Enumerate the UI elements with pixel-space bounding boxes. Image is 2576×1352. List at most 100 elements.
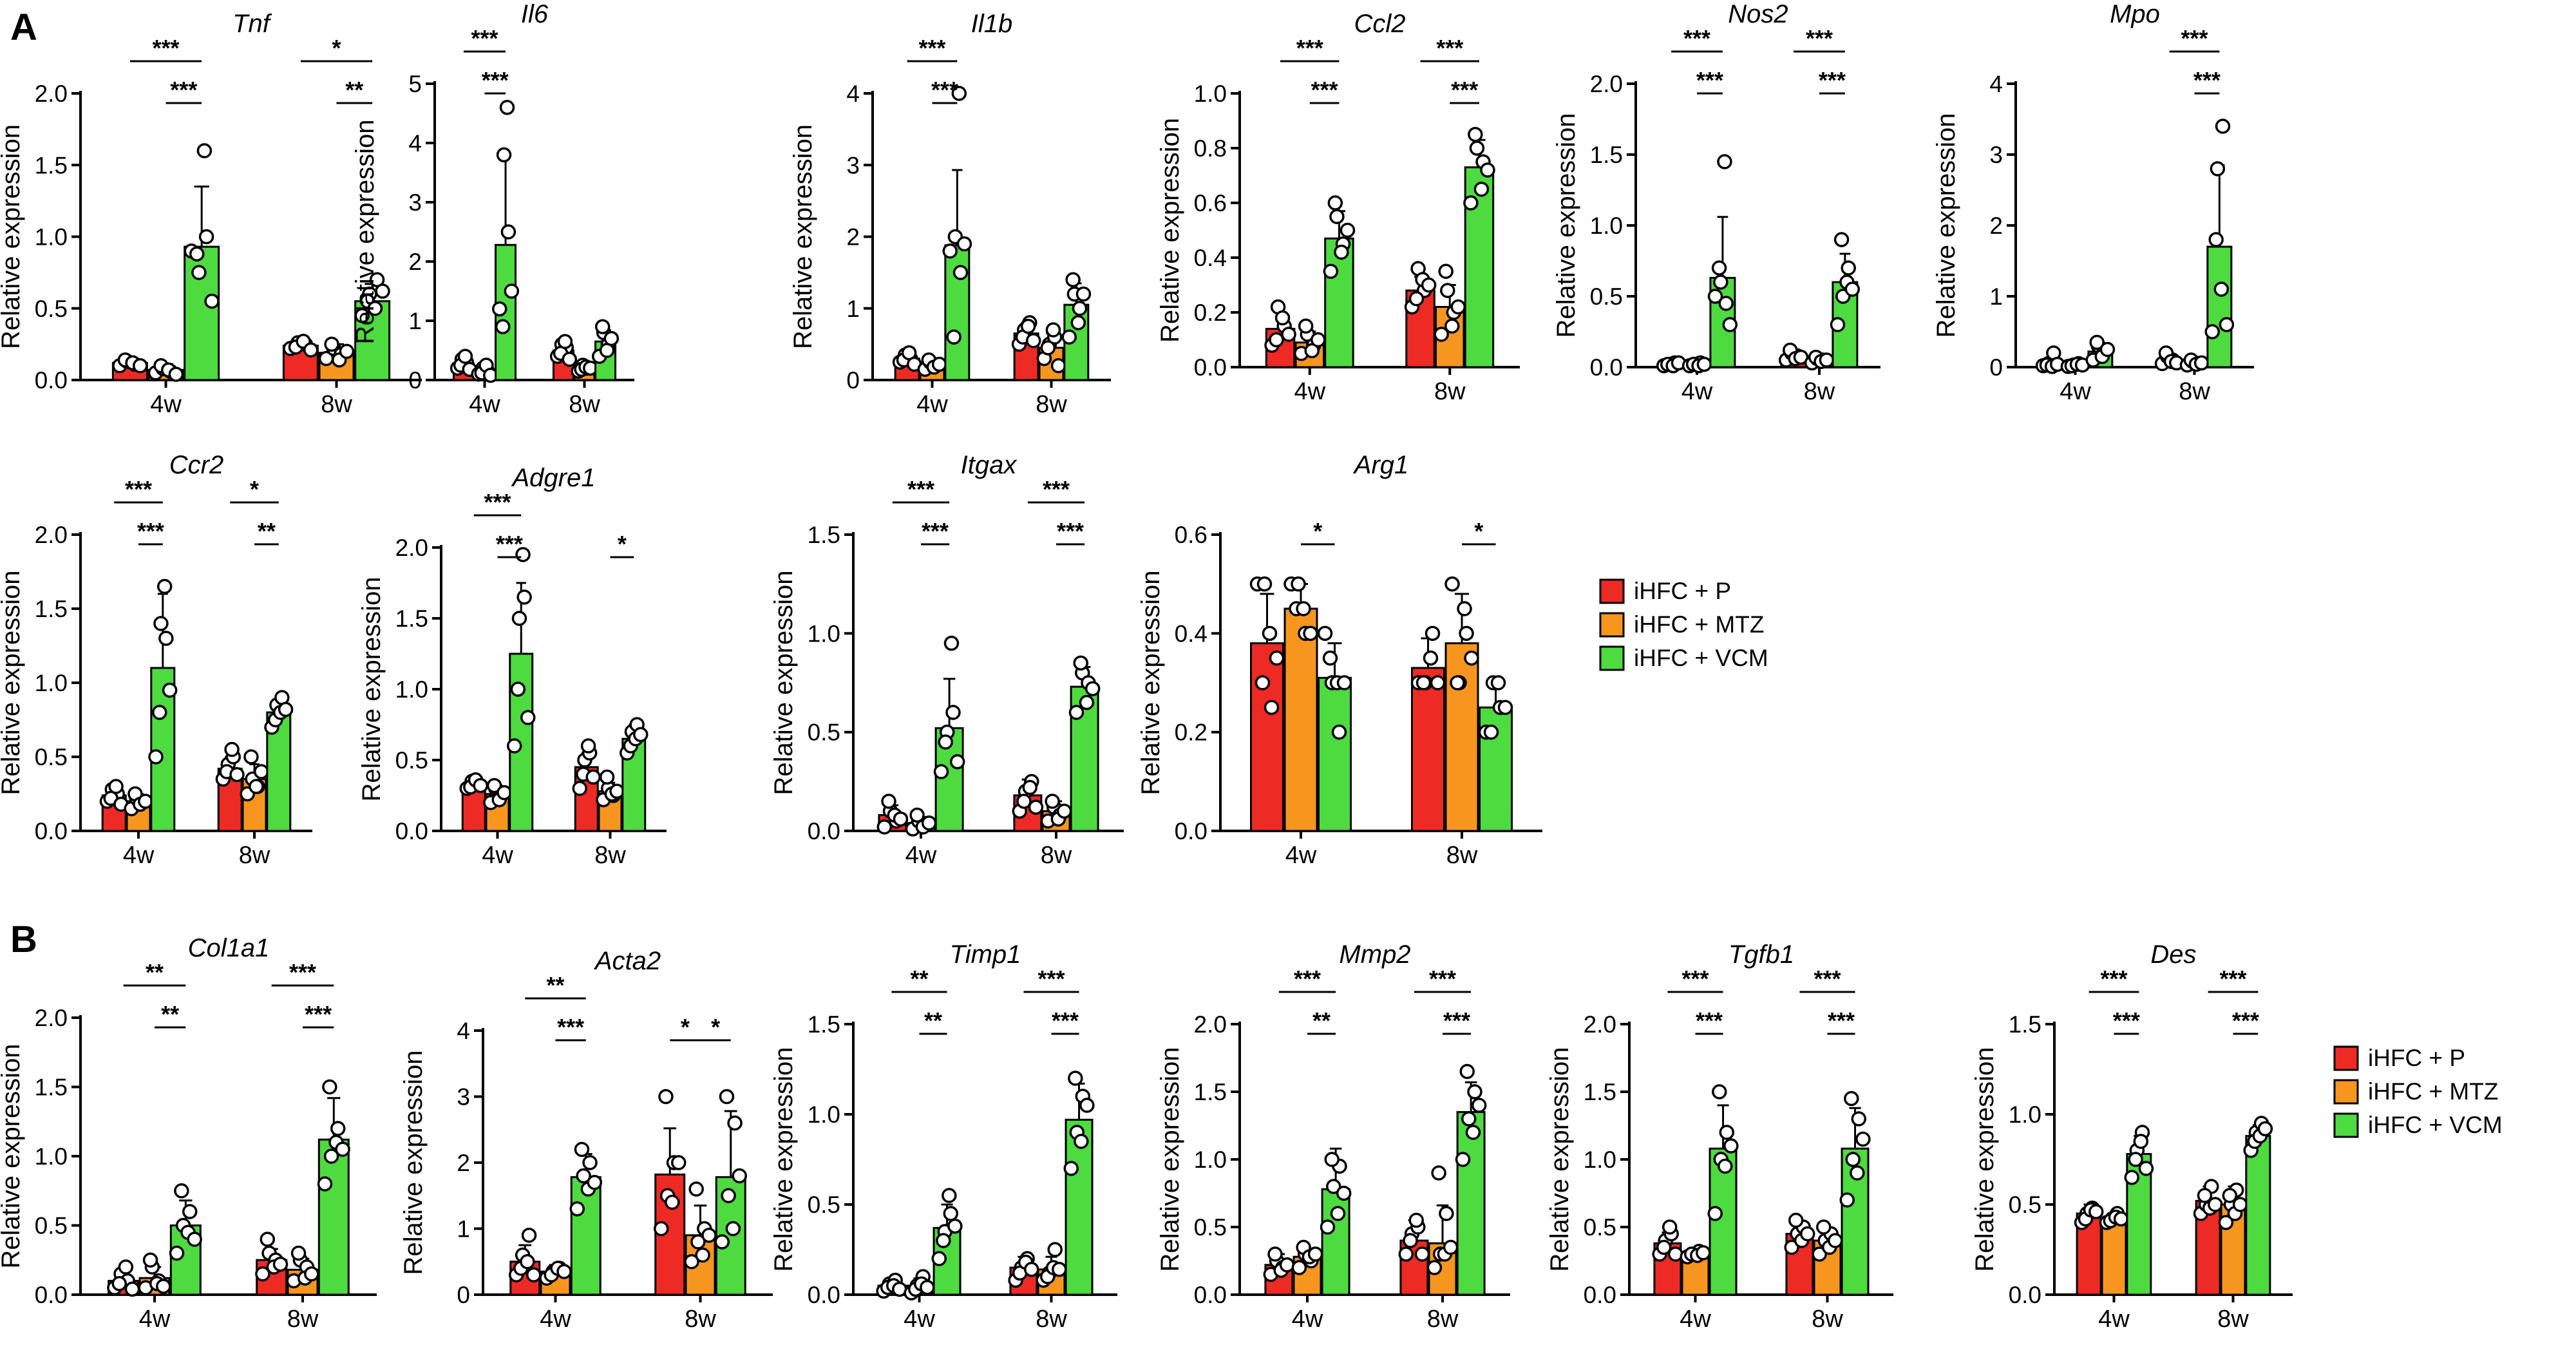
- data-point: [1469, 140, 1485, 156]
- category-label: 4w: [150, 391, 182, 418]
- y-tick-label: 0.5: [1590, 283, 1623, 310]
- legend-label: iHFC + MTZ: [2368, 1078, 2498, 1105]
- data-point: [1788, 1212, 1804, 1228]
- significance-label: *: [618, 531, 627, 557]
- data-point: [1307, 1246, 1323, 1262]
- data-point: [1723, 1138, 1739, 1154]
- y-axis-label: Relative expression: [1971, 1047, 1999, 1271]
- y-tick-label: 2.0: [1590, 71, 1623, 97]
- data-point: [1841, 260, 1856, 276]
- data-point: [1291, 576, 1306, 592]
- data-point: [198, 229, 214, 245]
- y-axis-label: Relative expression: [1156, 118, 1184, 343]
- data-point: [1812, 1246, 1827, 1262]
- significance-label: ***: [2113, 1007, 2140, 1034]
- y-tick-label: 0.0: [35, 1282, 68, 1308]
- data-point: [254, 764, 269, 779]
- panel-letter-b: B: [10, 919, 37, 960]
- data-point: [1800, 1226, 1815, 1242]
- chart-des: 0.0 0.5 1.0 1.5 Relative expression Des 4w 8w **…: [1971, 940, 2293, 1333]
- chart-title: Adgre1: [511, 464, 596, 492]
- data-point: [1440, 283, 1455, 298]
- data-point: [1325, 1179, 1341, 1194]
- data-point: [1331, 724, 1347, 740]
- data-point: [725, 1221, 741, 1237]
- significance-label: ***: [482, 67, 509, 93]
- data-point: [1719, 1125, 1735, 1140]
- category-label: 8w: [569, 391, 600, 418]
- significance-label: ***: [1294, 966, 1321, 992]
- data-point: [580, 738, 596, 754]
- data-point: [1324, 1152, 1340, 1167]
- data-point: [322, 1079, 337, 1095]
- category-label: 4w: [1292, 1306, 1323, 1333]
- significance-label: *: [1313, 518, 1322, 544]
- y-tick-label: 1.0: [1590, 213, 1623, 239]
- data-point: [721, 1188, 736, 1203]
- y-axis-label: Relative expression: [351, 119, 379, 344]
- bar: [2206, 245, 2233, 368]
- y-tick-label: 3: [846, 152, 860, 178]
- y-tick-label: 3: [457, 1084, 470, 1110]
- data-point: [156, 578, 173, 595]
- y-tick-label: 1: [846, 296, 860, 322]
- data-point: [367, 301, 383, 316]
- y-tick-label: 0: [457, 1282, 470, 1308]
- data-point: [2204, 324, 2220, 339]
- data-point: [1026, 333, 1041, 348]
- significance-label: **: [546, 972, 564, 998]
- data-point: [946, 329, 961, 345]
- data-point: [1052, 1262, 1067, 1277]
- y-tick-label: 0.2: [1194, 300, 1227, 326]
- data-point: [229, 766, 245, 783]
- data-point: [556, 1264, 572, 1279]
- data-point: [1465, 1125, 1481, 1140]
- chart-tnf: 0.0 0.5 1.0 1.5 2.0 Relative expression Tnf 4w 8…: [0, 10, 422, 418]
- significance-label: **: [258, 518, 276, 544]
- data-point: [272, 1256, 289, 1272]
- significance-label: ***: [496, 531, 523, 557]
- data-point: [658, 1089, 674, 1105]
- y-tick-label: 1.5: [35, 596, 68, 622]
- legend-label: iHFC + VCM: [2368, 1112, 2503, 1138]
- category-label: 8w: [2217, 1306, 2249, 1333]
- data-point: [1329, 209, 1345, 224]
- data-point: [330, 1121, 346, 1136]
- category-label: 4w: [123, 842, 155, 869]
- category-label: 8w: [1812, 1306, 1843, 1333]
- data-point: [499, 100, 515, 115]
- data-point: [1845, 1152, 1861, 1167]
- significance-label: ***: [931, 77, 958, 103]
- significance-label: **: [1312, 1007, 1331, 1034]
- category-label: 4w: [469, 391, 500, 418]
- significance-label: ***: [2219, 966, 2246, 992]
- data-point: [1464, 650, 1479, 666]
- data-point: [1320, 1219, 1336, 1235]
- data-point: [1408, 1212, 1425, 1228]
- data-point: [1718, 1158, 1733, 1174]
- data-point: [1450, 675, 1465, 690]
- data-point: [1434, 327, 1449, 342]
- data-point: [942, 243, 958, 259]
- y-tick-label: 4: [457, 1018, 470, 1044]
- chart-mmp2: 0.0 0.5 1.0 1.5 2.0 Relative expression Mmp2 4w…: [1156, 940, 1510, 1333]
- y-tick-label: 5: [408, 71, 422, 97]
- significance-label: ***: [1436, 35, 1463, 61]
- data-point: [931, 1251, 947, 1266]
- significance-label: ***: [918, 35, 945, 61]
- significance-label: **: [345, 77, 363, 103]
- legend-swatch: [2333, 1045, 2359, 1071]
- data-point: [510, 681, 526, 697]
- data-point: [1431, 1165, 1446, 1181]
- y-axis-label: Relative expression: [770, 570, 798, 795]
- significance-label: ***: [2100, 966, 2127, 992]
- y-tick-label: 2.0: [1194, 1011, 1227, 1038]
- y-tick-label: 0.5: [395, 747, 428, 774]
- significance-label: ***: [1806, 25, 1833, 52]
- chart-arg1: 0.0 0.2 0.4 0.6 Relative expression Arg1 4w 8w *…: [1137, 451, 1542, 869]
- significance-label: ***: [137, 518, 164, 544]
- category-label: 8w: [594, 842, 626, 869]
- data-point: [148, 749, 164, 765]
